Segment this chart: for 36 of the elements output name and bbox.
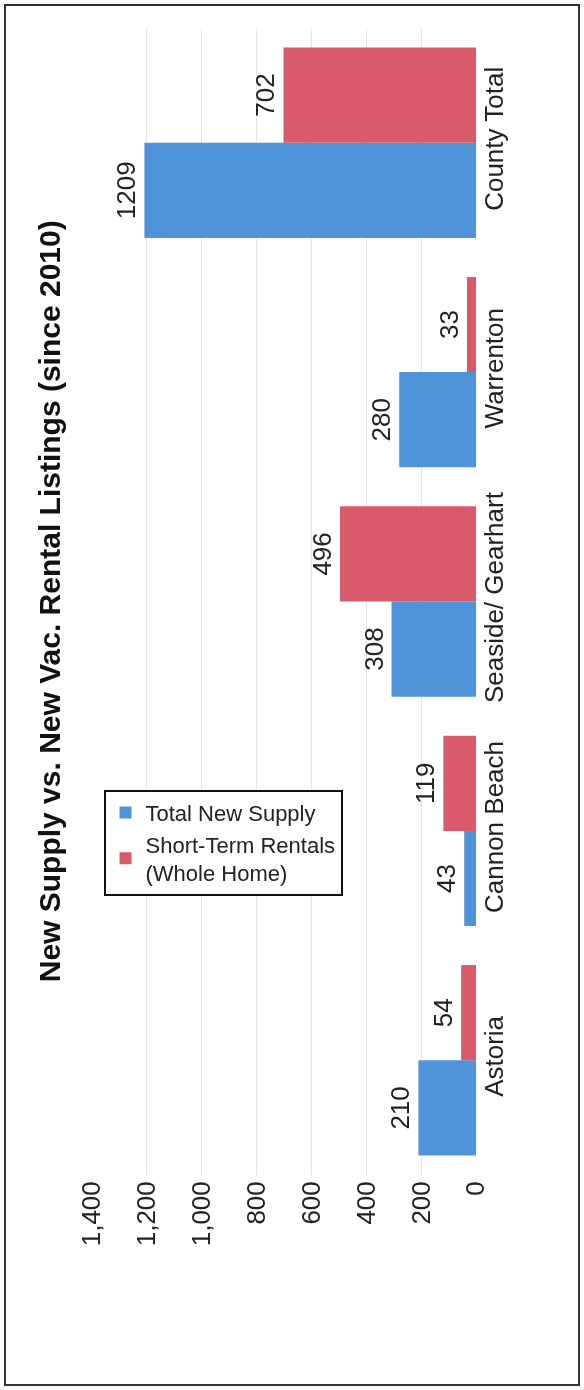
legend-label: Total New Supply: [145, 800, 316, 826]
bar: [391, 601, 476, 697]
x-tick-label: 1,400: [76, 1181, 107, 1247]
data-label: 54: [428, 998, 459, 1028]
data-label: 308: [358, 627, 389, 671]
text: New Supply vs. New Vac. Rental Listings (since 2010): [33, 220, 67, 983]
data-label: 43: [431, 864, 462, 893]
bar: [283, 47, 476, 143]
legend-label: Short-Term Rentals (Whole Home): [145, 832, 336, 887]
data-label: 280: [366, 398, 397, 442]
y-tick-label: County Total: [479, 66, 509, 211]
y-tick-label: Warrenton: [479, 307, 509, 429]
data-label: 702: [250, 73, 281, 117]
x-tick-label: 800: [241, 1181, 272, 1225]
x-tick-label: 0: [460, 1181, 491, 1196]
data-label: 119: [410, 762, 441, 805]
x-tick-label: 200: [405, 1181, 436, 1225]
bar: [418, 1060, 476, 1156]
bar: [443, 735, 476, 831]
x-tick-label: 1,000: [186, 1181, 217, 1247]
y-tick-label: Astoria: [479, 1015, 509, 1097]
x-tick-label: 1,200: [131, 1181, 162, 1247]
x-tick-label: 600: [295, 1181, 326, 1225]
bar: [399, 372, 476, 468]
bar: [461, 965, 476, 1061]
y-tick-label: Seaside/ Gearhart: [479, 491, 509, 704]
x-tick-label: 400: [350, 1181, 381, 1225]
data-label: 496: [306, 532, 337, 576]
data-label: 1209: [111, 161, 142, 220]
bar: [464, 830, 476, 927]
bar: [144, 142, 476, 238]
y-tick-label: Cannon Beach: [479, 740, 509, 914]
data-label: 210: [385, 1086, 416, 1130]
data-label: 33: [433, 310, 464, 339]
bar: [339, 506, 476, 602]
bar: [466, 276, 476, 373]
